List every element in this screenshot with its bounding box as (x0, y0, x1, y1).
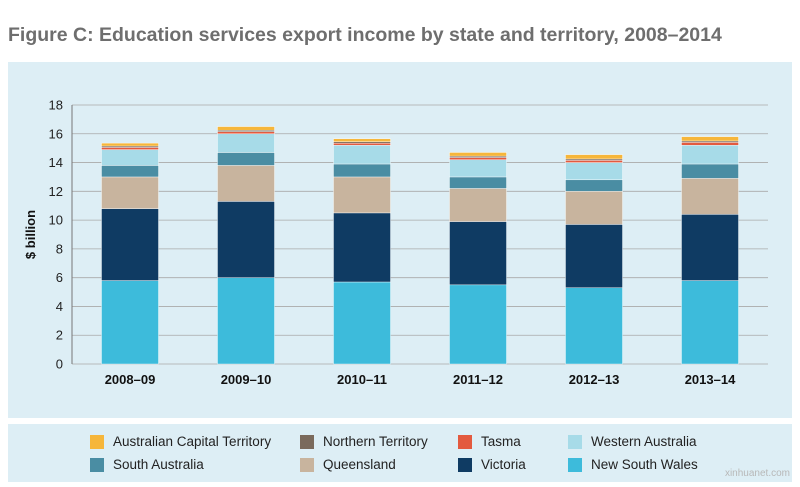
bar-segment-northern-territory (449, 155, 507, 158)
bar-segment-new-south-wales (565, 287, 623, 365)
legend-swatch-qld (300, 457, 314, 472)
legend-swatch-sa (90, 457, 104, 472)
legend-label-qld: Queensland (323, 457, 396, 472)
bar-segment-victoria (101, 208, 159, 281)
y-axis-label: $ billion (23, 210, 38, 259)
y-tick-label: 4 (56, 299, 63, 314)
x-tick-label: 2008–09 (105, 372, 156, 387)
legend-item-wa: Western Australia (568, 434, 697, 449)
legend: Australian Capital Territory Northern Te… (8, 424, 792, 482)
legend-swatch-nt (300, 434, 314, 449)
bar-segment-queensland (101, 176, 159, 209)
legend-item-nsw: New South Wales (568, 457, 698, 472)
legend-label-vic: Victoria (481, 457, 526, 472)
bar-segment-western-australia (681, 145, 739, 165)
bar-segment-queensland (333, 176, 391, 214)
legend-item-vic: Victoria (458, 457, 526, 472)
y-tick-label: 2 (56, 328, 63, 343)
bar-segment-south-australia (449, 176, 507, 189)
x-tick-label: 2009–10 (221, 372, 272, 387)
y-tick-label: 14 (49, 155, 63, 170)
legend-item-nt: Northern Territory (300, 434, 428, 449)
bar-segment-south-australia (101, 165, 159, 178)
x-tick-label: 2013–14 (685, 372, 736, 387)
legend-label-wa: Western Australia (591, 434, 697, 449)
y-tick-label: 0 (56, 357, 63, 372)
bar-segment-northern-territory (681, 140, 739, 143)
bar-segment-australian-capital-territory (449, 152, 507, 157)
legend-label-sa: South Australia (113, 457, 204, 472)
legend-item-tas: Tasma (458, 434, 521, 449)
bar-segment-queensland (217, 165, 275, 202)
bar-segment-south-australia (681, 163, 739, 179)
y-tick-label: 12 (49, 184, 63, 199)
bar-segment-tasmania (565, 160, 623, 163)
bar-segment-south-australia (217, 152, 275, 166)
bar-segment-victoria (449, 221, 507, 286)
bar-segment-queensland (565, 191, 623, 225)
bar-segment-australian-capital-territory (681, 136, 739, 142)
bar-segment-tasmania (681, 142, 739, 146)
bar-segment-new-south-wales (217, 277, 275, 365)
figure-title: Figure C: Education services export inco… (8, 24, 722, 46)
bar-segment-northern-territory (333, 141, 391, 144)
y-tick-label: 6 (56, 270, 63, 285)
legend-label-tas: Tasma (481, 434, 521, 449)
legend-label-nsw: New South Wales (591, 457, 698, 472)
bar-segment-victoria (217, 201, 275, 278)
legend-item-sa: South Australia (90, 457, 204, 472)
x-tick-label: 2011–12 (453, 372, 503, 387)
legend-item-qld: Queensland (300, 457, 396, 472)
legend-label-nt: Northern Territory (323, 434, 428, 449)
bar-segment-australian-capital-territory (101, 142, 159, 147)
bar-segment-queensland (681, 178, 739, 215)
bar-segment-australian-capital-territory (333, 138, 391, 142)
bar-segment-queensland (449, 188, 507, 222)
bar-segment-northern-territory (101, 145, 159, 148)
y-tick-label: 10 (49, 213, 63, 228)
bar-segment-tasmania (449, 157, 507, 160)
bar-segment-tasmania (333, 142, 391, 146)
bar-segment-northern-territory (217, 129, 275, 132)
bar-segment-tasmania (101, 147, 159, 150)
bar-segment-northern-territory (565, 158, 623, 161)
watermark: xinhuanet.com (724, 468, 790, 479)
bar-segment-western-australia (565, 162, 623, 181)
y-tick-label: 16 (49, 126, 63, 141)
bar-segment-tasmania (217, 131, 275, 134)
bar-segment-new-south-wales (333, 281, 391, 365)
bar-segment-new-south-wales (449, 284, 507, 365)
bar-segment-western-australia (449, 159, 507, 178)
bar-segment-south-australia (565, 179, 623, 192)
bar-segment-australian-capital-territory (217, 126, 275, 131)
bar-segment-new-south-wales (101, 280, 159, 365)
bar-segment-western-australia (101, 149, 159, 166)
bar-segment-western-australia (333, 145, 391, 165)
stacked-bar-chart: 0 2 4 6 8 10 12 14 16 18 $ billion 2008–09 2009–10 20… (23, 98, 768, 387)
x-tick-label: 2012–13 (569, 372, 620, 387)
legend-swatch-vic (458, 457, 472, 472)
y-tick-label: 8 (56, 241, 63, 256)
bar-segment-western-australia (217, 133, 275, 153)
bar-segment-victoria (333, 212, 391, 283)
legend-swatch-nsw (568, 457, 582, 472)
bar-segment-south-australia (333, 163, 391, 178)
legend-swatch-wa (568, 434, 582, 449)
legend-item-act: Australian Capital Territory (90, 434, 271, 449)
y-tick-label: 18 (49, 98, 63, 113)
bar-segment-australian-capital-territory (565, 154, 623, 160)
legend-swatch-tas (458, 434, 472, 449)
bar-segment-victoria (565, 224, 623, 288)
bar-segment-new-south-wales (681, 280, 739, 365)
legend-label-act: Australian Capital Territory (113, 434, 272, 449)
bar-segment-victoria (681, 214, 739, 281)
legend-swatch-act (90, 434, 104, 449)
x-tick-label: 2010–11 (337, 372, 387, 387)
